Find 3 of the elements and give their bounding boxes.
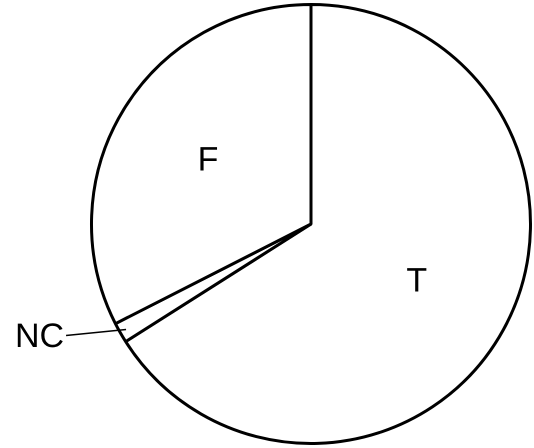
- slice-label: F: [198, 140, 218, 178]
- slice-label: T: [406, 262, 428, 300]
- slice-label: NC: [14, 316, 64, 355]
